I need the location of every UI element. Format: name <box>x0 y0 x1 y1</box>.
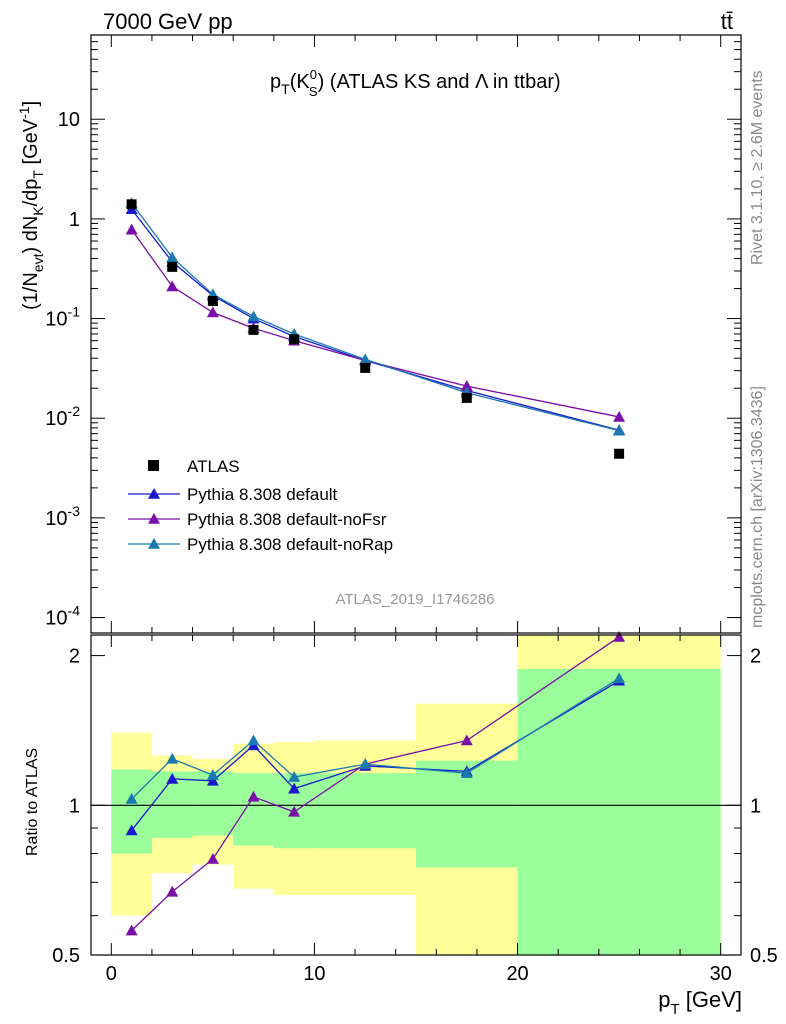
legend-marker <box>148 488 160 499</box>
ratio-y-tick-label: 2 <box>69 646 80 668</box>
y-tick-label: 10-4 <box>45 603 80 630</box>
legend-label: Pythia 8.308 default <box>187 485 338 504</box>
green-band <box>416 760 518 868</box>
uncertainty-bands <box>91 635 741 955</box>
data-point <box>289 334 300 345</box>
ratio-line <box>131 680 620 831</box>
series-marker <box>359 353 372 365</box>
ratio-marker <box>460 767 473 779</box>
series-line <box>131 202 620 432</box>
ratio-marker <box>206 852 219 864</box>
series-marker <box>460 380 473 391</box>
y-tick-label: 10-3 <box>45 503 80 530</box>
series-marker <box>247 310 260 322</box>
ratio-marker <box>460 734 473 746</box>
green-band <box>111 769 152 854</box>
x-axis-label: pT [GeV] <box>658 987 742 1018</box>
legend-label-data: ATLAS <box>187 457 240 476</box>
x-tick-label: 30 <box>710 963 732 985</box>
ratio-y-tick-label: 1 <box>69 795 80 817</box>
legend-label: Pythia 8.308 default-noRap <box>187 535 393 554</box>
ratio-y-axis-label: Ratio to ATLAS <box>24 748 41 856</box>
ratio-marker <box>206 774 219 786</box>
y-tick-label: 10-2 <box>45 403 80 430</box>
legend-label: Pythia 8.308 default-noFsr <box>187 510 387 529</box>
ratio-marker <box>288 782 301 794</box>
y-axis-label: (1/Nevt) dNK/dpT [GeV-1] <box>16 101 46 310</box>
ratio-y-tick-label-right: 1 <box>750 795 761 817</box>
series-line <box>131 208 620 431</box>
analysis-id: ATLAS_2019_I1746286 <box>335 591 494 608</box>
ratio-marker <box>247 790 260 802</box>
data-point <box>614 448 625 459</box>
series-marker <box>125 223 138 235</box>
ratio-marker <box>125 792 138 804</box>
x-tick-label: 10 <box>303 963 325 985</box>
data-point <box>360 362 371 373</box>
x-tick-label: 0 <box>106 963 117 985</box>
green-band <box>517 668 721 955</box>
y-tick-label: 10-1 <box>45 304 80 331</box>
plot-title: pT(K0 S) (ATLAS KS and Λ in ttbar) <box>270 67 561 99</box>
series-marker <box>613 410 626 422</box>
top-panel-frame <box>90 34 742 634</box>
ratio-marker <box>125 824 138 836</box>
ratio-marker <box>288 770 301 782</box>
ratio-marker <box>288 805 301 817</box>
data-point <box>207 296 218 307</box>
y-tick-label: 1 <box>69 209 80 231</box>
legend-marker <box>148 513 160 524</box>
ratio-marker <box>247 734 260 746</box>
ratio-marker <box>125 924 138 936</box>
series-line <box>131 229 620 418</box>
ratio-y-tick-label: 0.5 <box>52 945 80 967</box>
ratio-panel-frame <box>90 634 742 956</box>
series-lines <box>125 197 626 936</box>
mcplots-label: mcplots.cern.ch [arXiv:1306.3436] <box>749 386 766 628</box>
axes-ticks: 0 10 20 30 10-4 10-3 10-2 10-1 1 10 0.5 0.5 1 1 2 2 <box>45 34 778 985</box>
ratio-marker <box>613 630 626 642</box>
energy-label: 7000 GeV pp <box>103 9 233 34</box>
ratio-y-tick-label-right: 0.5 <box>750 945 778 967</box>
x-tick-label: 20 <box>506 963 528 985</box>
legend: ATLAS Pythia 8.308 default Pythia 8.308 de… <box>128 457 393 554</box>
ratio-line <box>131 636 620 931</box>
data-point <box>461 392 472 403</box>
process-label: tt̄ <box>721 9 733 34</box>
series-marker <box>206 306 219 318</box>
series-marker <box>166 280 179 292</box>
ratio-line <box>131 677 620 800</box>
rivet-label: Rivet 3.1.10, ≥ 2.6M events <box>749 70 766 265</box>
ratio-marker <box>166 885 179 897</box>
green-band <box>233 773 274 846</box>
series-marker <box>166 251 179 263</box>
ratio-y-tick-label-right: 2 <box>750 646 761 668</box>
legend-marker <box>148 538 160 549</box>
y-tick-label: 10 <box>58 109 80 131</box>
ratio-marker <box>206 769 219 780</box>
data-point <box>126 199 137 210</box>
ratio-marker <box>613 672 626 684</box>
ratio-marker <box>166 752 179 764</box>
series-marker <box>613 424 626 436</box>
data-point <box>248 324 259 335</box>
green-band <box>314 773 416 849</box>
legend-marker-data <box>148 460 159 471</box>
ratio-marker <box>359 758 372 769</box>
ratio-marker <box>166 772 179 784</box>
data-point <box>167 261 178 272</box>
